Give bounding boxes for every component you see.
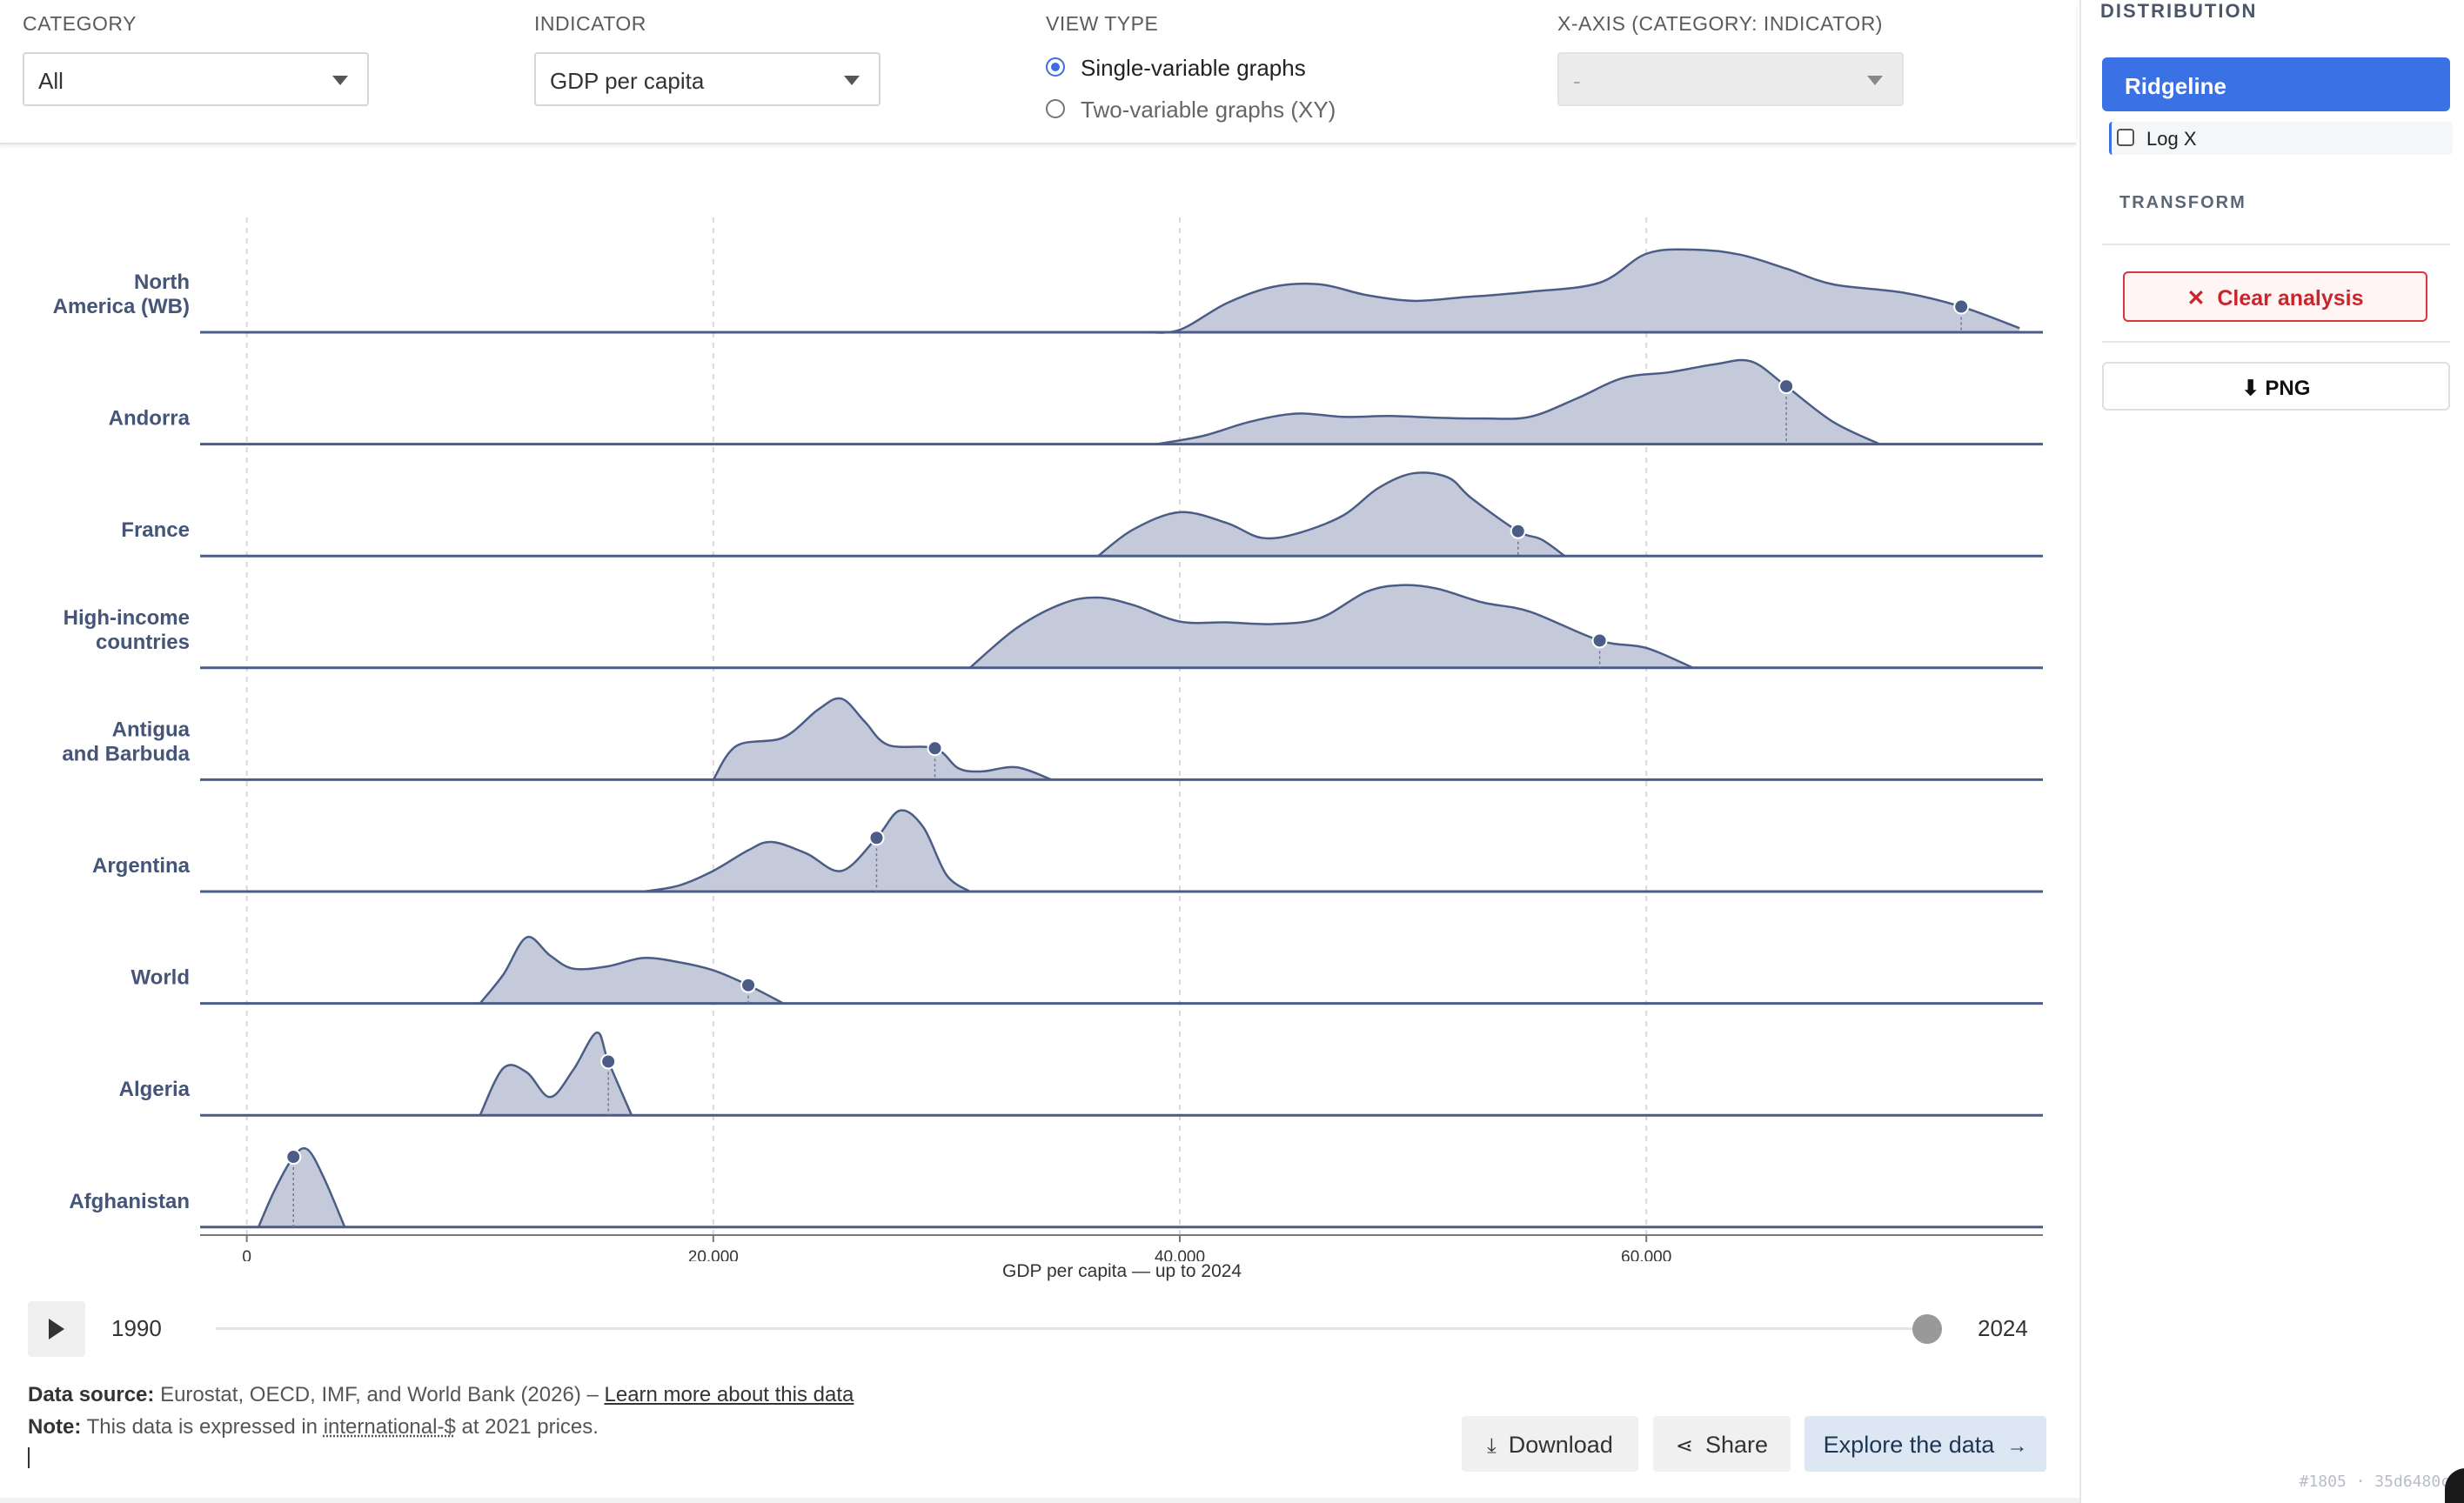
sidebar-title: DISTRIBUTION <box>2100 0 2257 23</box>
category-label: CATEGORY <box>23 12 137 36</box>
divider <box>2102 341 2450 343</box>
x-tick-label: 40,000 <box>1155 1248 1205 1261</box>
x-axis-title: GDP per capita — up to 2024 <box>1002 1261 1242 1282</box>
ridgeline-chart: NorthAmerica (WB) Andorra France High-incom… <box>0 191 2071 1261</box>
transform-heading: TRANSFORM <box>2119 193 2246 213</box>
indicator-label: INDICATOR <box>534 12 646 36</box>
note-label: Note: <box>28 1415 81 1439</box>
download-button[interactable]: ⤓ Download <box>1462 1416 1638 1472</box>
row-label: Antigua <box>112 718 191 741</box>
controls-bar: CATEGORY All INDICATOR GDP per capita VI… <box>0 0 2076 144</box>
download-label: Download <box>1509 1432 1613 1458</box>
build-tag: #1805 · 35d6480c <box>2300 1473 2450 1491</box>
log-x-toggle[interactable]: Log X <box>2109 122 2453 155</box>
clear-analysis-button[interactable]: ✕ Clear analysis <box>2123 271 2427 322</box>
radio-single-label: Single-variable graphs <box>1081 55 1306 82</box>
year-marker[interactable] <box>286 1150 300 1164</box>
data-source-line: Data source: Eurostat, OECD, IMF, and Wo… <box>28 1383 854 1407</box>
density-area <box>480 937 784 1003</box>
x-icon: ✕ <box>2186 286 2205 311</box>
row-label: and Barbuda <box>62 742 190 765</box>
x-tick-label: 0 <box>242 1248 251 1261</box>
ridgeline-button[interactable]: Ridgeline <box>2102 57 2450 111</box>
year-marker[interactable] <box>869 831 883 845</box>
learn-more-link[interactable]: Learn more about this data <box>605 1383 854 1406</box>
checkbox-icon[interactable] <box>2117 129 2134 146</box>
chevron-down-icon <box>844 76 860 85</box>
row-label: North <box>134 271 190 294</box>
note-line: Note: This data is expressed in internat… <box>28 1415 599 1440</box>
share-label: Share <box>1705 1432 1768 1458</box>
row-label: Argentina <box>92 854 191 878</box>
png-label: PNG <box>2265 377 2310 400</box>
category-select[interactable]: All <box>23 52 369 106</box>
x-tick-label: 20,000 <box>688 1248 739 1261</box>
year-marker[interactable] <box>601 1054 615 1068</box>
year-marker[interactable] <box>741 979 755 992</box>
density-area <box>258 1148 345 1227</box>
explore-data-button[interactable]: Explore the data → <box>1804 1416 2046 1472</box>
row-label: France <box>121 518 190 542</box>
note-pre: This data is expressed in <box>87 1415 318 1439</box>
explore-label: Explore the data <box>1824 1432 1995 1458</box>
bottom-divider <box>0 1498 2079 1503</box>
density-area <box>970 585 1693 668</box>
timeline-start-year: 1990 <box>111 1315 162 1342</box>
clear-analysis-label: Clear analysis <box>2217 286 2363 311</box>
year-marker[interactable] <box>1779 379 1793 393</box>
row-label: High-income <box>64 606 190 630</box>
log-x-label: Log X <box>2146 128 2197 150</box>
source-label: Data source: <box>28 1383 154 1406</box>
chevron-down-icon <box>332 76 348 85</box>
arrow-right-icon: → <box>2006 1434 2027 1459</box>
international-dollar-link[interactable]: international-$ <box>324 1415 456 1439</box>
view-type-label: VIEW TYPE <box>1046 12 1158 36</box>
row-label: America (WB) <box>53 295 190 318</box>
year-marker[interactable] <box>928 741 942 755</box>
png-download-button[interactable]: ⬇ PNG <box>2102 362 2450 411</box>
row-label: Afghanistan <box>69 1190 190 1213</box>
row-label: countries <box>96 631 190 654</box>
row-label: World <box>131 966 190 990</box>
timeline-track[interactable] <box>216 1327 1926 1330</box>
indicator-select[interactable]: GDP per capita <box>534 52 880 106</box>
x-axis-select: - <box>1557 52 1904 106</box>
divider <box>2102 244 2450 245</box>
share-button[interactable]: ⋖ Share <box>1653 1416 1791 1472</box>
chevron-down-icon <box>1867 76 1883 85</box>
year-marker[interactable] <box>1593 633 1607 647</box>
x-axis-label: X-AXIS (CATEGORY: INDICATOR) <box>1557 12 1883 36</box>
row-label: Algeria <box>119 1078 191 1101</box>
radio-selected-icon[interactable] <box>1046 57 1065 77</box>
row-label: Andorra <box>109 407 191 431</box>
radio-xy-label: Two-variable graphs (XY) <box>1081 97 1336 124</box>
download-arrow-icon: ⬇ <box>2242 377 2260 400</box>
share-icon: ⋖ <box>1676 1433 1693 1459</box>
timeline-end-year: 2024 <box>1978 1315 2028 1342</box>
play-button[interactable] <box>28 1301 85 1357</box>
year-marker[interactable] <box>1511 524 1525 538</box>
timeline-handle[interactable] <box>1912 1314 1942 1344</box>
note-post: at 2021 prices. <box>461 1415 598 1439</box>
x-axis-value: - <box>1573 68 1581 95</box>
radio-unselected-icon[interactable] <box>1046 99 1065 118</box>
analysis-sidebar: DISTRIBUTION Ridgeline Log X TRANSFORM ✕… <box>2079 0 2464 1503</box>
text-cursor <box>28 1447 30 1468</box>
category-value: All <box>38 68 64 95</box>
indicator-value: GDP per capita <box>550 68 704 95</box>
download-icon: ⤓ <box>1487 1434 1496 1459</box>
year-marker[interactable] <box>1954 300 1968 314</box>
x-tick-label: 60,000 <box>1621 1248 1671 1261</box>
source-text: Eurostat, OECD, IMF, and World Bank (202… <box>160 1383 599 1406</box>
